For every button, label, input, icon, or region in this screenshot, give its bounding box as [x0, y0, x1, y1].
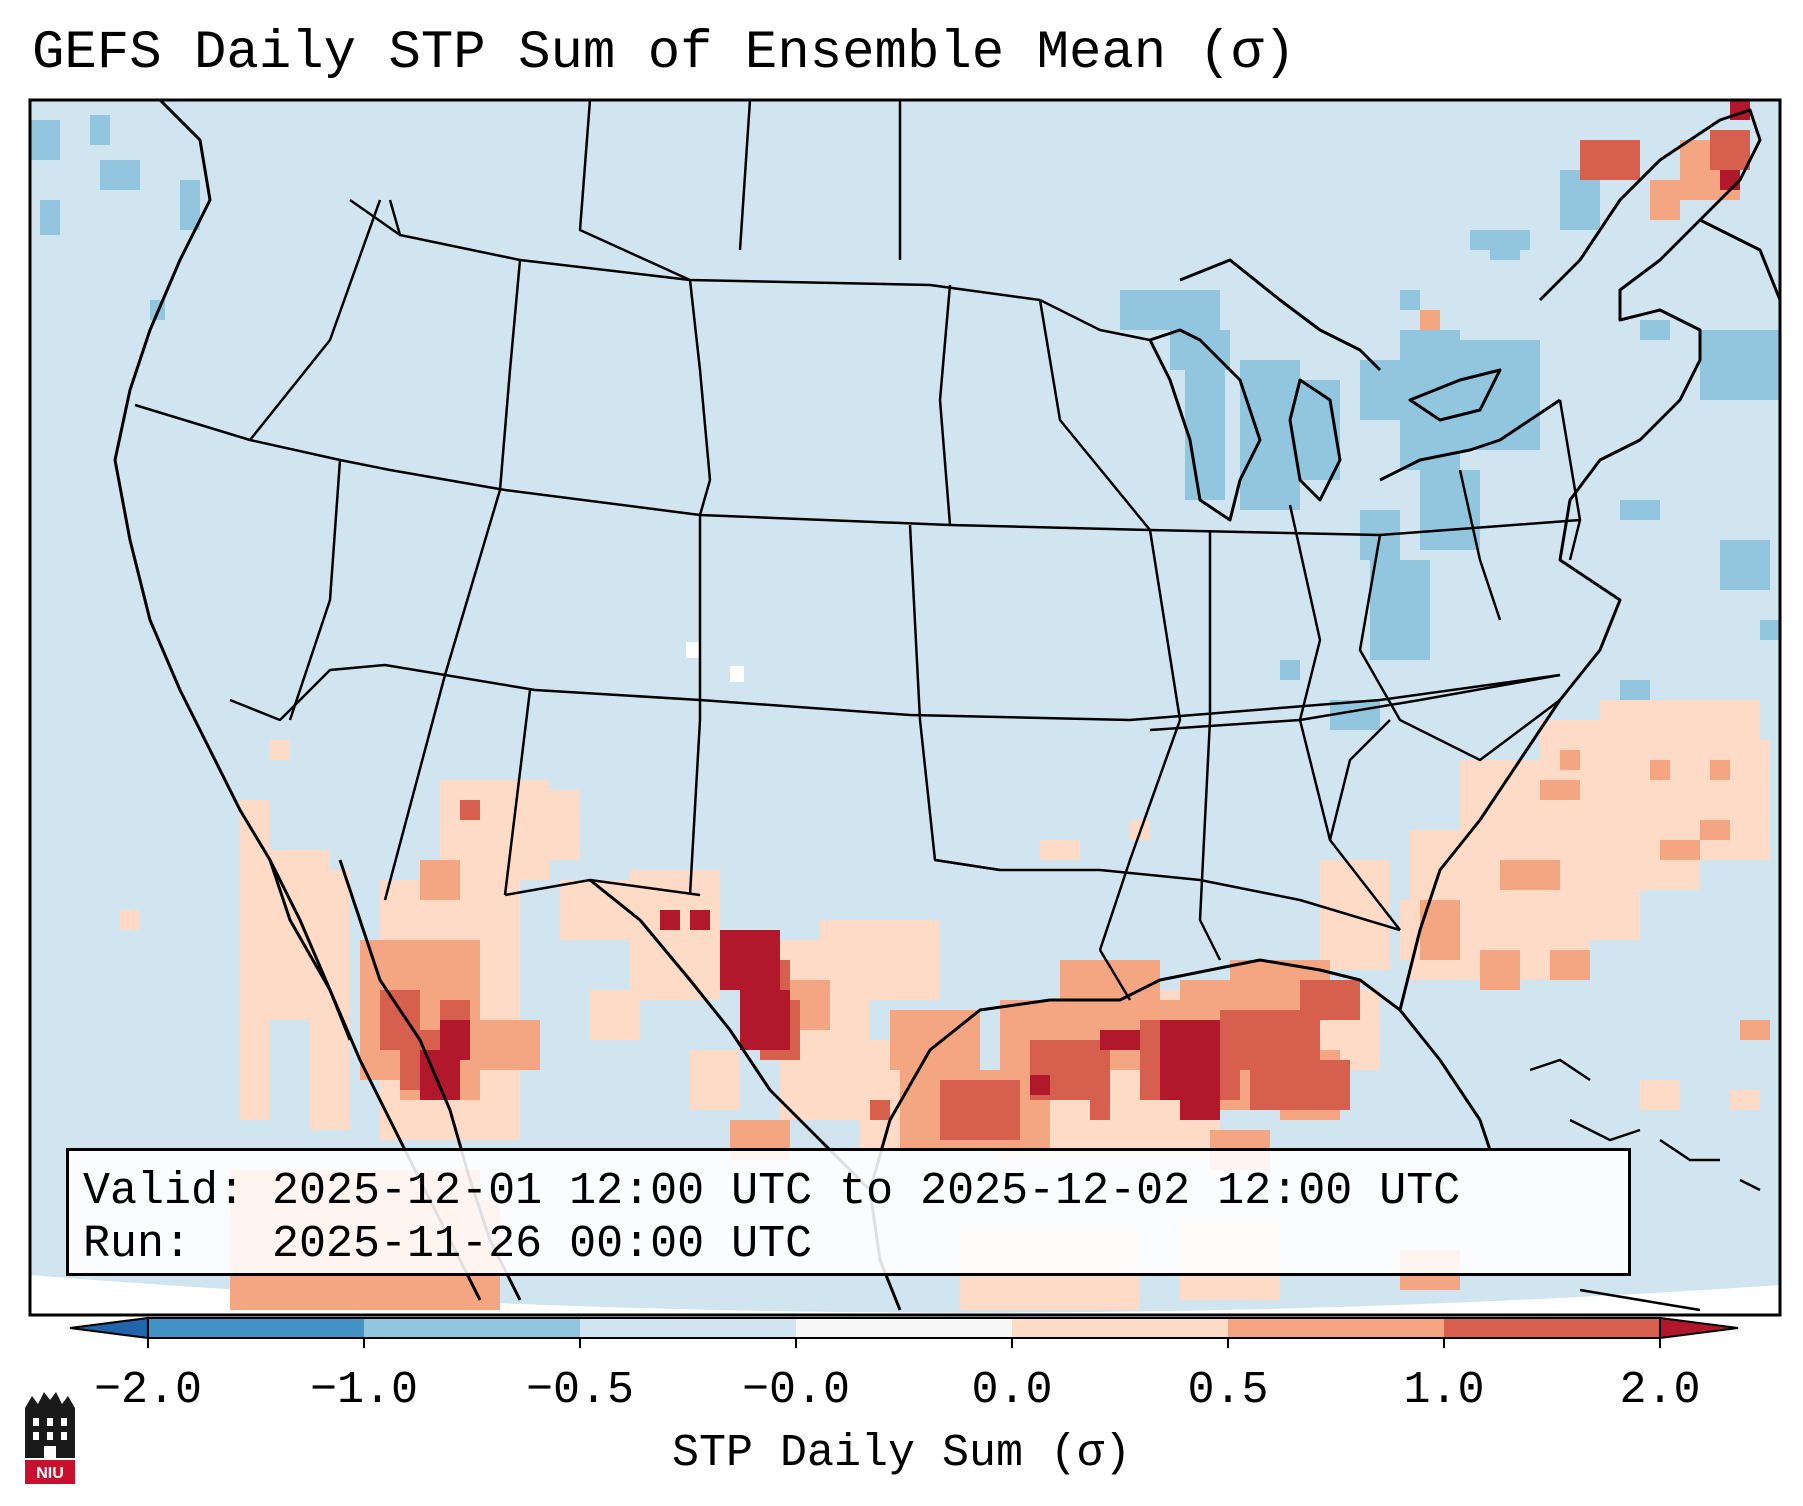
missing-data-cell	[730, 666, 744, 682]
state-boundaries	[134, 100, 1582, 1001]
colorbar-tick-label: 1.0	[1403, 1365, 1485, 1416]
colorbar-segment	[796, 1318, 1012, 1338]
colorbar-segment	[1012, 1318, 1228, 1338]
colorbar-extend-low	[69, 1316, 149, 1340]
colorbar-tick-label: 2.0	[1619, 1365, 1701, 1416]
colorbar-extend-high	[1659, 1316, 1739, 1340]
negative-anomaly-patches	[30, 115, 1780, 730]
colorbar-tick-label: −2.0	[93, 1365, 203, 1416]
map-title: GEFS Daily STP Sum of Ensemble Mean (σ)	[32, 23, 1296, 84]
valid-time-line: Valid: 2025-12-01 12:00 UTC to 2025-12-0…	[83, 1166, 1461, 1217]
colorbar-tick-label: 0.0	[971, 1365, 1053, 1416]
colorbar-segment	[1228, 1318, 1444, 1338]
colorbar-label: STP Daily Sum (σ)	[671, 1428, 1132, 1479]
colorbar-ticks	[147, 1338, 1661, 1348]
colorbar-segment	[148, 1318, 364, 1338]
niu-logo: NIU	[25, 1392, 75, 1484]
colorbar-segment	[1444, 1318, 1660, 1338]
colorbar-outline	[147, 1317, 1661, 1339]
missing-data-cell	[686, 642, 700, 658]
colorbar-segment	[580, 1318, 796, 1338]
run-time-line: Run: 2025-11-26 00:00 UTC	[83, 1219, 813, 1270]
colorbar	[69, 1316, 1739, 1348]
colorbar-tick-label: −1.0	[309, 1365, 419, 1416]
map-frame	[28, 98, 1782, 1317]
positive-max-patches	[420, 100, 1750, 1120]
colorbar-tick-label: 0.5	[1187, 1365, 1269, 1416]
colorbar-segment	[364, 1318, 580, 1338]
validity-info-box: Valid: 2025-12-01 12:00 UTC to 2025-12-0…	[66, 1148, 1631, 1276]
colorbar-tick-label: −0.5	[525, 1365, 635, 1416]
caribbean-islands	[1529, 1058, 1761, 1312]
colorbar-tick-label: −0.0	[741, 1365, 851, 1416]
logo-text: NIU	[36, 1465, 64, 1482]
